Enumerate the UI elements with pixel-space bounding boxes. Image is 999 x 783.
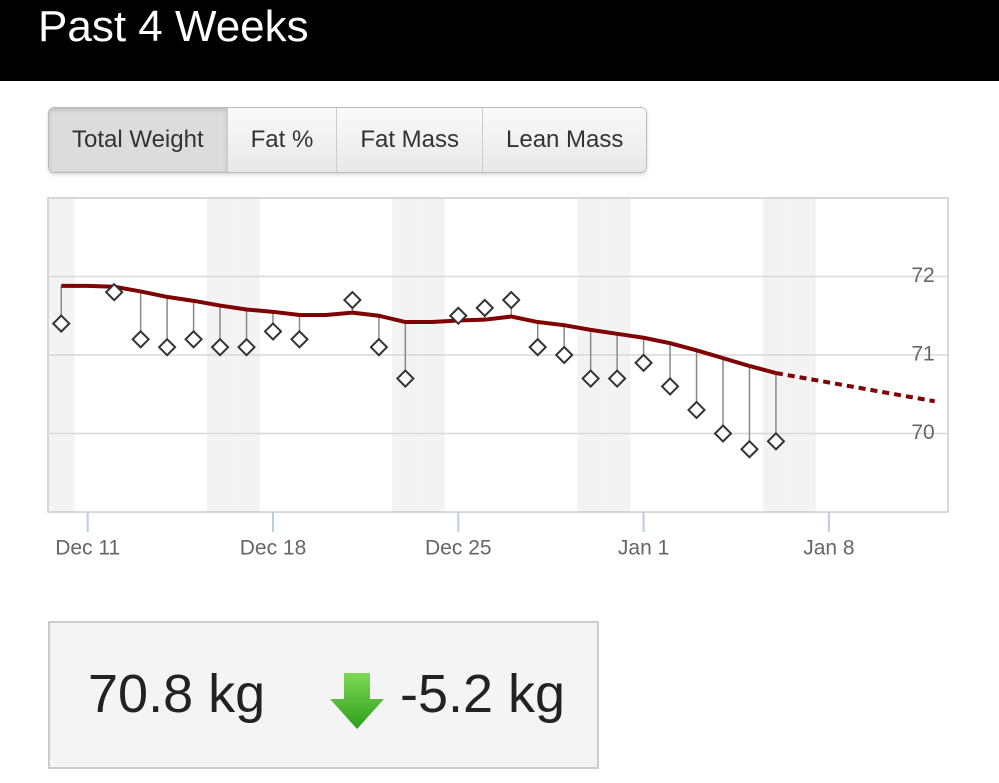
- y-tick-label: 72: [911, 264, 934, 287]
- weight-point: [475, 298, 495, 318]
- header-title: Past 4 Weeks: [38, 2, 309, 51]
- current-weight: 70.8 kg: [88, 664, 266, 724]
- weight-point: [369, 337, 389, 357]
- plot-border: [47, 197, 949, 513]
- weight-point: [501, 290, 521, 310]
- weight-point: [660, 376, 680, 396]
- weight-point: [687, 400, 706, 420]
- x-tick-label: Jan 8: [803, 537, 854, 560]
- down-arrow-icon: [330, 673, 384, 729]
- weight-point: [448, 306, 468, 326]
- summary-box: 70.8 kg -5.2 kg: [48, 621, 599, 769]
- x-tick-label: Dec 11: [55, 537, 120, 560]
- weight-point: [713, 424, 733, 443]
- weight-point: [528, 337, 548, 357]
- weight-point: [395, 369, 415, 388]
- header: Past 4 Weeks: [0, 0, 999, 81]
- trend-line: [61, 283, 777, 375]
- weight-point: [104, 282, 124, 302]
- weight-point: [263, 322, 283, 341]
- weight-point: [342, 290, 362, 310]
- weight-point: [157, 337, 177, 357]
- weight-point: [554, 345, 574, 365]
- x-tick-label: Jan 1: [618, 537, 669, 560]
- y-tick-label: 70: [911, 421, 934, 444]
- chart: 70 71 72 Dec 11 Dec 18 Dec 25 Jan 1 Jan 8: [47, 197, 949, 560]
- y-tick-label: 71: [911, 343, 934, 366]
- weight-point: [581, 369, 601, 388]
- x-tick-label: Dec 25: [425, 537, 492, 560]
- projection-line: [775, 371, 936, 404]
- weight-point: [634, 353, 654, 373]
- weight-point: [607, 369, 627, 388]
- weight-point: [237, 337, 256, 357]
- weight-point: [290, 329, 309, 349]
- weight-change: -5.2 kg: [400, 664, 566, 724]
- weight-point: [766, 431, 786, 451]
- weight-point: [51, 314, 71, 334]
- tab[interactable]: Total Weight: [49, 108, 228, 172]
- tab[interactable]: Fat %: [227, 108, 338, 172]
- weight-point: [210, 337, 230, 357]
- x-tick-label: Dec 18: [240, 537, 307, 560]
- weight-point: [740, 439, 759, 459]
- weight-point: [131, 329, 151, 349]
- tab-group: Total Weight Fat % Fat Mass Lean Mass: [48, 107, 648, 173]
- tab[interactable]: Lean Mass: [483, 108, 647, 172]
- weight-point: [184, 329, 204, 349]
- tab[interactable]: Fat Mass: [337, 108, 483, 172]
